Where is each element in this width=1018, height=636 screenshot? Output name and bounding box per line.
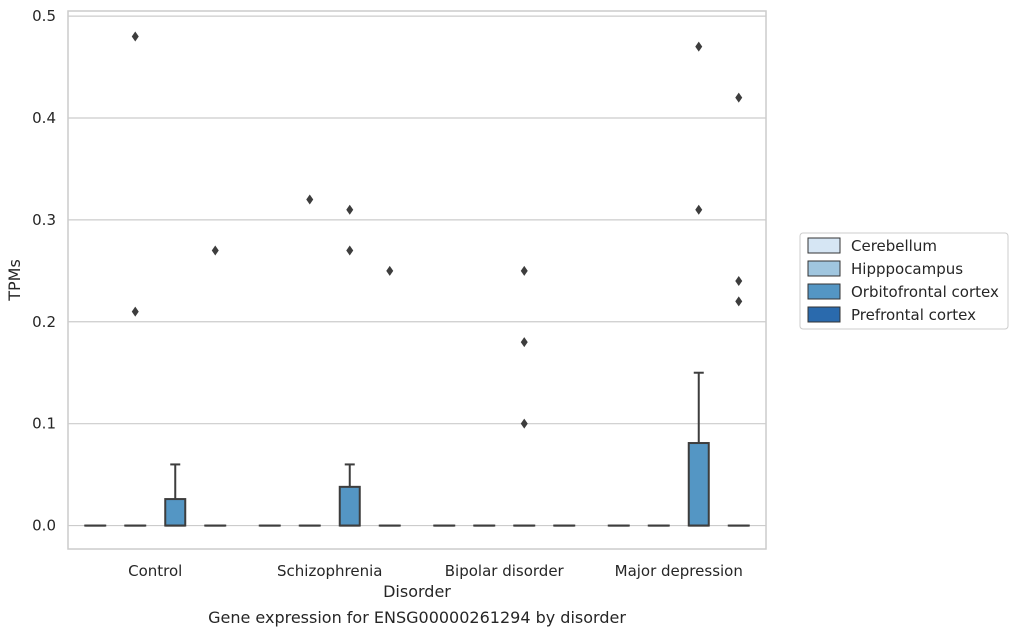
- outlier-marker: [695, 204, 703, 215]
- outlier-marker: [735, 296, 743, 307]
- outlier-marker: [520, 337, 528, 348]
- outlier-marker: [211, 245, 219, 256]
- chart-title: Gene expression for ENSG00000261294 by d…: [208, 608, 626, 627]
- y-tick-label: 0.0: [32, 517, 56, 535]
- y-tick-label: 0.1: [32, 415, 56, 433]
- outlier-marker: [131, 31, 139, 42]
- outlier-marker: [735, 276, 743, 287]
- x-axis-title: Disorder: [383, 582, 451, 601]
- box-group: [204, 245, 227, 527]
- box-group: [164, 463, 187, 527]
- legend-label: Prefrontal cortex: [851, 306, 976, 324]
- gridlines: [68, 15, 766, 527]
- legend-label: Cerebellum: [851, 237, 937, 255]
- legend-swatch: [807, 237, 841, 254]
- legend-frame: [799, 232, 1009, 330]
- box: [687, 442, 710, 527]
- x-tick-label: Bipolar disorder: [445, 562, 565, 580]
- y-tick-label: 0.5: [32, 7, 56, 25]
- x-tick-label: Major depression: [615, 562, 743, 580]
- outlier-marker: [346, 204, 354, 215]
- plot-area-frame: [67, 10, 767, 550]
- outlier-marker: [695, 41, 703, 52]
- box-group: [378, 265, 401, 527]
- box: [338, 485, 361, 527]
- outlier-marker: [386, 265, 394, 276]
- box-group: [298, 194, 321, 527]
- box-marks: [84, 31, 750, 527]
- legend-label: Hipppocampus: [851, 260, 963, 278]
- outlier-marker: [131, 306, 139, 317]
- legend: Cerebellum Hipppocampus Orbitofrontal cort…: [799, 232, 1009, 330]
- outlier-marker: [306, 194, 314, 205]
- x-axis-ticks: Control Schizophrenia Bipolar disorder Majo…: [128, 562, 743, 580]
- y-tick-label: 0.4: [32, 109, 56, 127]
- legend-swatch: [807, 283, 841, 300]
- outlier-marker: [520, 418, 528, 429]
- box-group: [124, 31, 147, 527]
- y-tick-label: 0.3: [32, 211, 56, 229]
- y-axis-ticks: 0.0 0.1 0.2 0.3 0.4 0.5: [32, 7, 56, 534]
- legend-swatch: [807, 260, 841, 277]
- box-group: [727, 92, 750, 527]
- outlier-marker: [520, 265, 528, 276]
- box-group: [513, 265, 536, 527]
- x-tick-label: Control: [128, 562, 182, 580]
- box: [164, 498, 187, 527]
- outlier-marker: [735, 92, 743, 103]
- legend-swatch: [807, 306, 841, 323]
- x-tick-label: Schizophrenia: [277, 562, 382, 580]
- y-tick-label: 0.2: [32, 313, 56, 331]
- outlier-marker: [346, 245, 354, 256]
- legend-label: Orbitofrontal cortex: [851, 283, 999, 301]
- box-group: [338, 204, 361, 527]
- box-group: [687, 41, 710, 527]
- y-axis-title: TPMs: [5, 259, 24, 302]
